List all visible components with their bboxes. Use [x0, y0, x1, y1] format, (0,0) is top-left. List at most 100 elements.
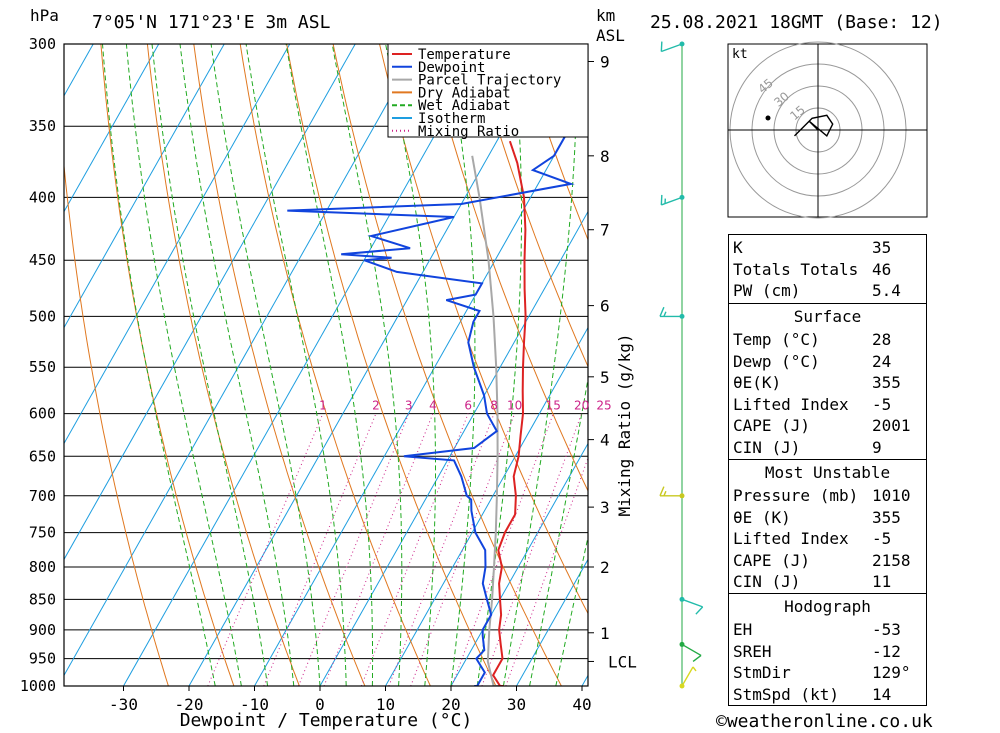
surface-row-label: Dewp (°C) [733, 351, 820, 371]
mixing-ratio-line [323, 413, 434, 686]
surface-row: Temp (°C) 28 [729, 328, 926, 350]
height-tick-label: 3 [600, 498, 610, 517]
most-unstable-row-label: CAPE (J) [733, 550, 811, 570]
hodograph-row: EH -53 [729, 618, 926, 640]
mixing-ratio-line [481, 413, 583, 686]
x-axis-label: Dewpoint / Temperature (°C) [180, 710, 473, 731]
wet-adiabat-line [446, 44, 476, 686]
legend-entry: Temperature [418, 47, 511, 63]
wet-adiabat-line [285, 44, 374, 686]
most-unstable-row-value: 355 [872, 507, 901, 527]
most-unstable-row-label: θE (K) [733, 507, 791, 527]
most-unstable-row: CIN (J) 11 [729, 570, 926, 592]
mixing-ratio-label: 8 [490, 399, 498, 413]
surface-row: θE(K) 355 [729, 371, 926, 393]
surface-title: Surface [793, 307, 862, 326]
mixing-ratio-label: 20 [574, 399, 589, 413]
dry-adiabat-line [64, 160, 169, 686]
wet-adiabat-line [502, 44, 578, 686]
wind-barb [679, 641, 702, 663]
wind-barb [679, 666, 697, 689]
surface-row-label: θE(K) [733, 373, 782, 393]
dry-adiabat-line [379, 44, 588, 615]
x-tick-label: 10 [376, 695, 395, 714]
dry-adiabat-line [332, 44, 562, 686]
pressure-tick-label: 950 [29, 650, 56, 668]
isotherm-line [319, 210, 588, 686]
hodograph-row-value: 129° [872, 663, 911, 683]
pressure-tick-label: 500 [29, 307, 56, 325]
most-unstable-row-label: CIN (J) [733, 572, 801, 592]
index-row: Totals Totals 46 [729, 258, 926, 280]
isotherm-line [64, 44, 160, 213]
hodograph-row: SREH -12 [729, 640, 926, 662]
isotherm-line [64, 44, 291, 445]
pressure-tick-label: 750 [29, 524, 56, 542]
pressure-tick-label: 350 [29, 117, 56, 135]
mixing-ratio-line [207, 413, 324, 686]
pressure-tick-label: 850 [29, 590, 56, 608]
height-tick-label: 7 [600, 221, 610, 240]
legend-entry: Dry Adiabat [418, 85, 511, 101]
x-tick-label: 20 [441, 695, 460, 714]
wet-adiabat-line [555, 535, 588, 686]
index-row-label: Totals Totals [733, 259, 859, 279]
legend-entry: Isotherm [418, 111, 485, 127]
dewpoint-line [287, 44, 578, 686]
surface-row-label: Lifted Index [733, 394, 849, 414]
wet-adiabat-line [151, 44, 269, 686]
pressure-tick-label: 550 [29, 358, 56, 376]
dry-adiabat-line [425, 44, 588, 492]
copyright-footer: ©weatheronline.co.uk [716, 711, 933, 732]
index-row-value: 35 [872, 238, 892, 257]
surface-row-value: 24 [872, 351, 892, 371]
height-tick-label: 4 [600, 431, 610, 450]
most-unstable-row-value: 11 [872, 572, 892, 592]
most-unstable-row-value: 2158 [872, 550, 911, 570]
surface-row-label: Temp (°C) [733, 330, 820, 349]
dry-adiabat-line [146, 44, 300, 686]
wind-barb [659, 486, 685, 499]
wet-adiabat-line [385, 44, 436, 686]
mixing-ratio-label: 15 [546, 399, 561, 413]
location-title: 7°05'N 171°23'E 3m ASL [92, 12, 331, 33]
hodograph-row-value: -12 [872, 641, 901, 661]
most-unstable-row: CAPE (J) 2158 [729, 549, 926, 571]
mixing-ratio-label: 3 [405, 399, 413, 413]
x-tick-label: 0 [315, 695, 325, 714]
most-unstable-row: Lifted Index -5 [729, 527, 926, 549]
temperature-line [491, 140, 527, 686]
most-unstable-row-value: -5 [872, 529, 892, 549]
pressure-tick-label: 600 [29, 405, 56, 423]
x-tick-label: -10 [240, 695, 269, 714]
height-tick-label: 2 [600, 558, 610, 577]
x-tick-label: -20 [175, 695, 204, 714]
mixing-ratio-label: 6 [464, 399, 472, 413]
wind-barb [660, 41, 685, 53]
most-unstable-row-value: 1010 [872, 486, 911, 505]
surface-row-value: -5 [872, 394, 892, 414]
hodograph-row-value: -53 [872, 620, 901, 639]
most-unstable-title: Most Unstable [764, 463, 891, 482]
pressure-tick-label: 400 [29, 188, 56, 206]
hodograph-row-label: SREH [733, 641, 772, 661]
dry-adiabat-line [471, 44, 588, 368]
isotherm-line [123, 44, 487, 686]
hodograph-trace [794, 114, 834, 138]
pressure-unit-label: hPa [30, 6, 59, 25]
index-row: K 35 [729, 236, 926, 258]
dry-adiabat-line [193, 44, 366, 686]
lcl-label: LCL [608, 652, 637, 671]
mixing-ratio-label: 10 [507, 399, 522, 413]
isotherm-line [0, 44, 28, 686]
hodograph-row-label: StmSpd (kt) [733, 684, 839, 704]
mixing-ratio-line [298, 413, 410, 686]
x-tick-label: 40 [572, 695, 591, 714]
wet-adiabat-line [210, 44, 321, 686]
wet-adiabat-line [245, 44, 347, 686]
pressure-tick-label: 650 [29, 447, 56, 465]
wet-adiabat-line [331, 44, 403, 686]
dry-adiabat-line [518, 44, 588, 242]
